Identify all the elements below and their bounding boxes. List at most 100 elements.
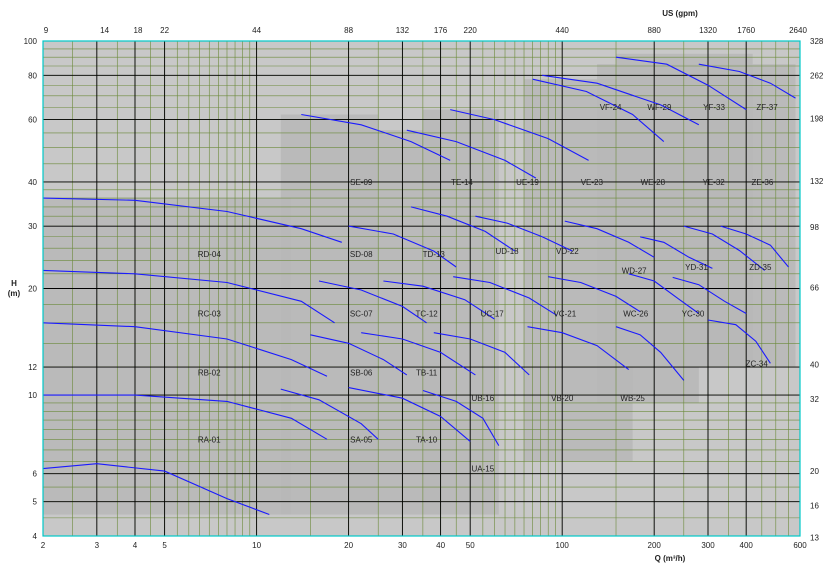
right-tick-label: 16 — [810, 501, 819, 510]
zone-label: ZF-37 — [756, 103, 778, 112]
pump-curve-ud — [475, 215, 573, 252]
y-tick-label: 5 — [33, 498, 38, 507]
pump-curve-wd — [640, 236, 713, 269]
zone-label: WC-26 — [623, 309, 648, 318]
x-tick-labels: 2 3 4 5 10 20 30 40 50 100 200 300 400 600 — [41, 541, 807, 550]
right-tick-labels: 13 16 20 32 40 66 98 132 198 262 328 — [810, 37, 824, 542]
x-tick-label: 2 — [41, 541, 46, 550]
x-tick-label: 40 — [436, 541, 445, 550]
pump-curve-rb — [43, 394, 328, 440]
top-tick-label: 880 — [648, 26, 662, 35]
pump-curve-sc — [318, 280, 427, 324]
zone-label: YE-32 — [703, 178, 726, 187]
zone-label: UA-15 — [472, 465, 495, 474]
y-tick-label: 12 — [28, 363, 37, 372]
top-tick-label: 132 — [396, 26, 410, 35]
zone-label: VE-23 — [581, 178, 604, 187]
pump-curve-wc — [628, 273, 700, 314]
y-tick-label: 20 — [28, 285, 37, 294]
zone-labels: RA-01 RB-02 RC-03 RD-04 SA-05 SB-06 SC-07 SD-08… — [198, 103, 779, 473]
pump-curve-vd — [564, 220, 655, 258]
zone-label: RA-01 — [198, 435, 221, 444]
x-tick-label: 3 — [95, 541, 100, 550]
top-tick-label: 2640 — [789, 26, 807, 35]
zone-label: SD-08 — [350, 250, 373, 259]
right-tick-label: 262 — [810, 72, 824, 81]
zone-label: WE-28 — [641, 178, 666, 187]
top-tick-label: 9 — [44, 26, 49, 35]
x-tick-label: 600 — [793, 541, 807, 550]
top-axis-title: US (gpm) — [662, 9, 698, 18]
zone-label: UE-19 — [516, 178, 539, 187]
pump-curve-tc — [383, 280, 495, 320]
top-tick-label: 22 — [160, 26, 169, 35]
grid-lines — [42, 40, 801, 537]
pump-curve-re — [42, 197, 342, 243]
x-tick-label: 200 — [648, 541, 662, 550]
zone-label: SE-09 — [350, 178, 373, 187]
pump-region — [43, 198, 292, 515]
x-axis-title: Q (m³/h) — [655, 554, 686, 563]
y-tick-label: 80 — [28, 71, 37, 80]
top-tick-label: 18 — [134, 26, 143, 35]
zone-label: VC-21 — [553, 309, 576, 318]
zone-label: UB-16 — [472, 394, 495, 403]
pump-curve-ye — [615, 56, 747, 111]
right-tick-label: 98 — [810, 223, 819, 232]
right-tick-label: 328 — [810, 37, 824, 46]
x-tick-label: 30 — [398, 541, 407, 550]
zone-label: VB-20 — [551, 394, 574, 403]
top-tick-label: 44 — [252, 26, 261, 35]
right-tick-label: 32 — [810, 395, 819, 404]
right-tick-label: 66 — [810, 284, 819, 293]
top-tick-label: 176 — [434, 26, 448, 35]
pump-curve-uc — [453, 276, 558, 316]
x-tick-label: 50 — [466, 541, 475, 550]
zone-label: WD-27 — [622, 266, 647, 275]
zone-label: SB-06 — [350, 368, 373, 377]
right-tick-label: 198 — [810, 115, 824, 124]
x-tick-label: 300 — [701, 541, 715, 550]
pump-curve-ta — [348, 387, 471, 442]
right-tick-label: 20 — [810, 467, 819, 476]
pump-curve-ra — [42, 463, 270, 516]
y-tick-label: 60 — [28, 116, 37, 125]
x-tick-label: 400 — [740, 541, 754, 550]
pump-curve-we — [542, 74, 700, 126]
y-tick-label: 40 — [28, 178, 37, 187]
pump-curve-vb — [527, 326, 630, 371]
zone-label: SA-05 — [350, 435, 373, 444]
pump-curve-yd — [683, 225, 766, 271]
y-tick-label: 10 — [28, 391, 37, 400]
zone-label: TE-14 — [451, 178, 473, 187]
pump-curve-ue — [450, 109, 589, 161]
right-tick-label: 40 — [810, 361, 819, 370]
pump-curve-rc — [42, 322, 328, 377]
plot-frame — [42, 40, 801, 537]
x-tick-label: 10 — [252, 541, 261, 550]
zone-label: ZE-36 — [752, 178, 774, 187]
pump-curve-sb — [310, 334, 408, 376]
zone-label: TA-10 — [416, 435, 438, 444]
y-axis-title: H (m) — [8, 279, 21, 298]
pump-region — [694, 64, 796, 368]
y-tick-label: 4 — [33, 532, 38, 541]
zone-label: YF-33 — [703, 103, 725, 112]
zone-label: TB-11 — [416, 368, 438, 377]
zone-label: VD-22 — [556, 247, 579, 256]
zone-label: WF-29 — [647, 103, 672, 112]
pump-curve-sd — [348, 225, 457, 268]
pump-curve-sa — [280, 388, 379, 440]
zone-label: YD-31 — [685, 263, 708, 272]
top-tick-label: 440 — [556, 26, 570, 35]
zone-label: VF-24 — [600, 103, 622, 112]
top-tick-label: 14 — [100, 26, 109, 35]
pump-curve-td — [410, 206, 516, 252]
right-tick-label: 132 — [810, 177, 824, 186]
pump-curve-tb — [361, 332, 476, 376]
zone-label: TD-13 — [423, 250, 446, 259]
zone-label: ZC-34 — [746, 359, 769, 368]
pump-curve-vc — [548, 276, 641, 313]
pump-curve-ve — [532, 78, 665, 143]
y-tick-labels: 4 5 6 10 12 20 30 40 60 80 100 — [24, 37, 38, 541]
